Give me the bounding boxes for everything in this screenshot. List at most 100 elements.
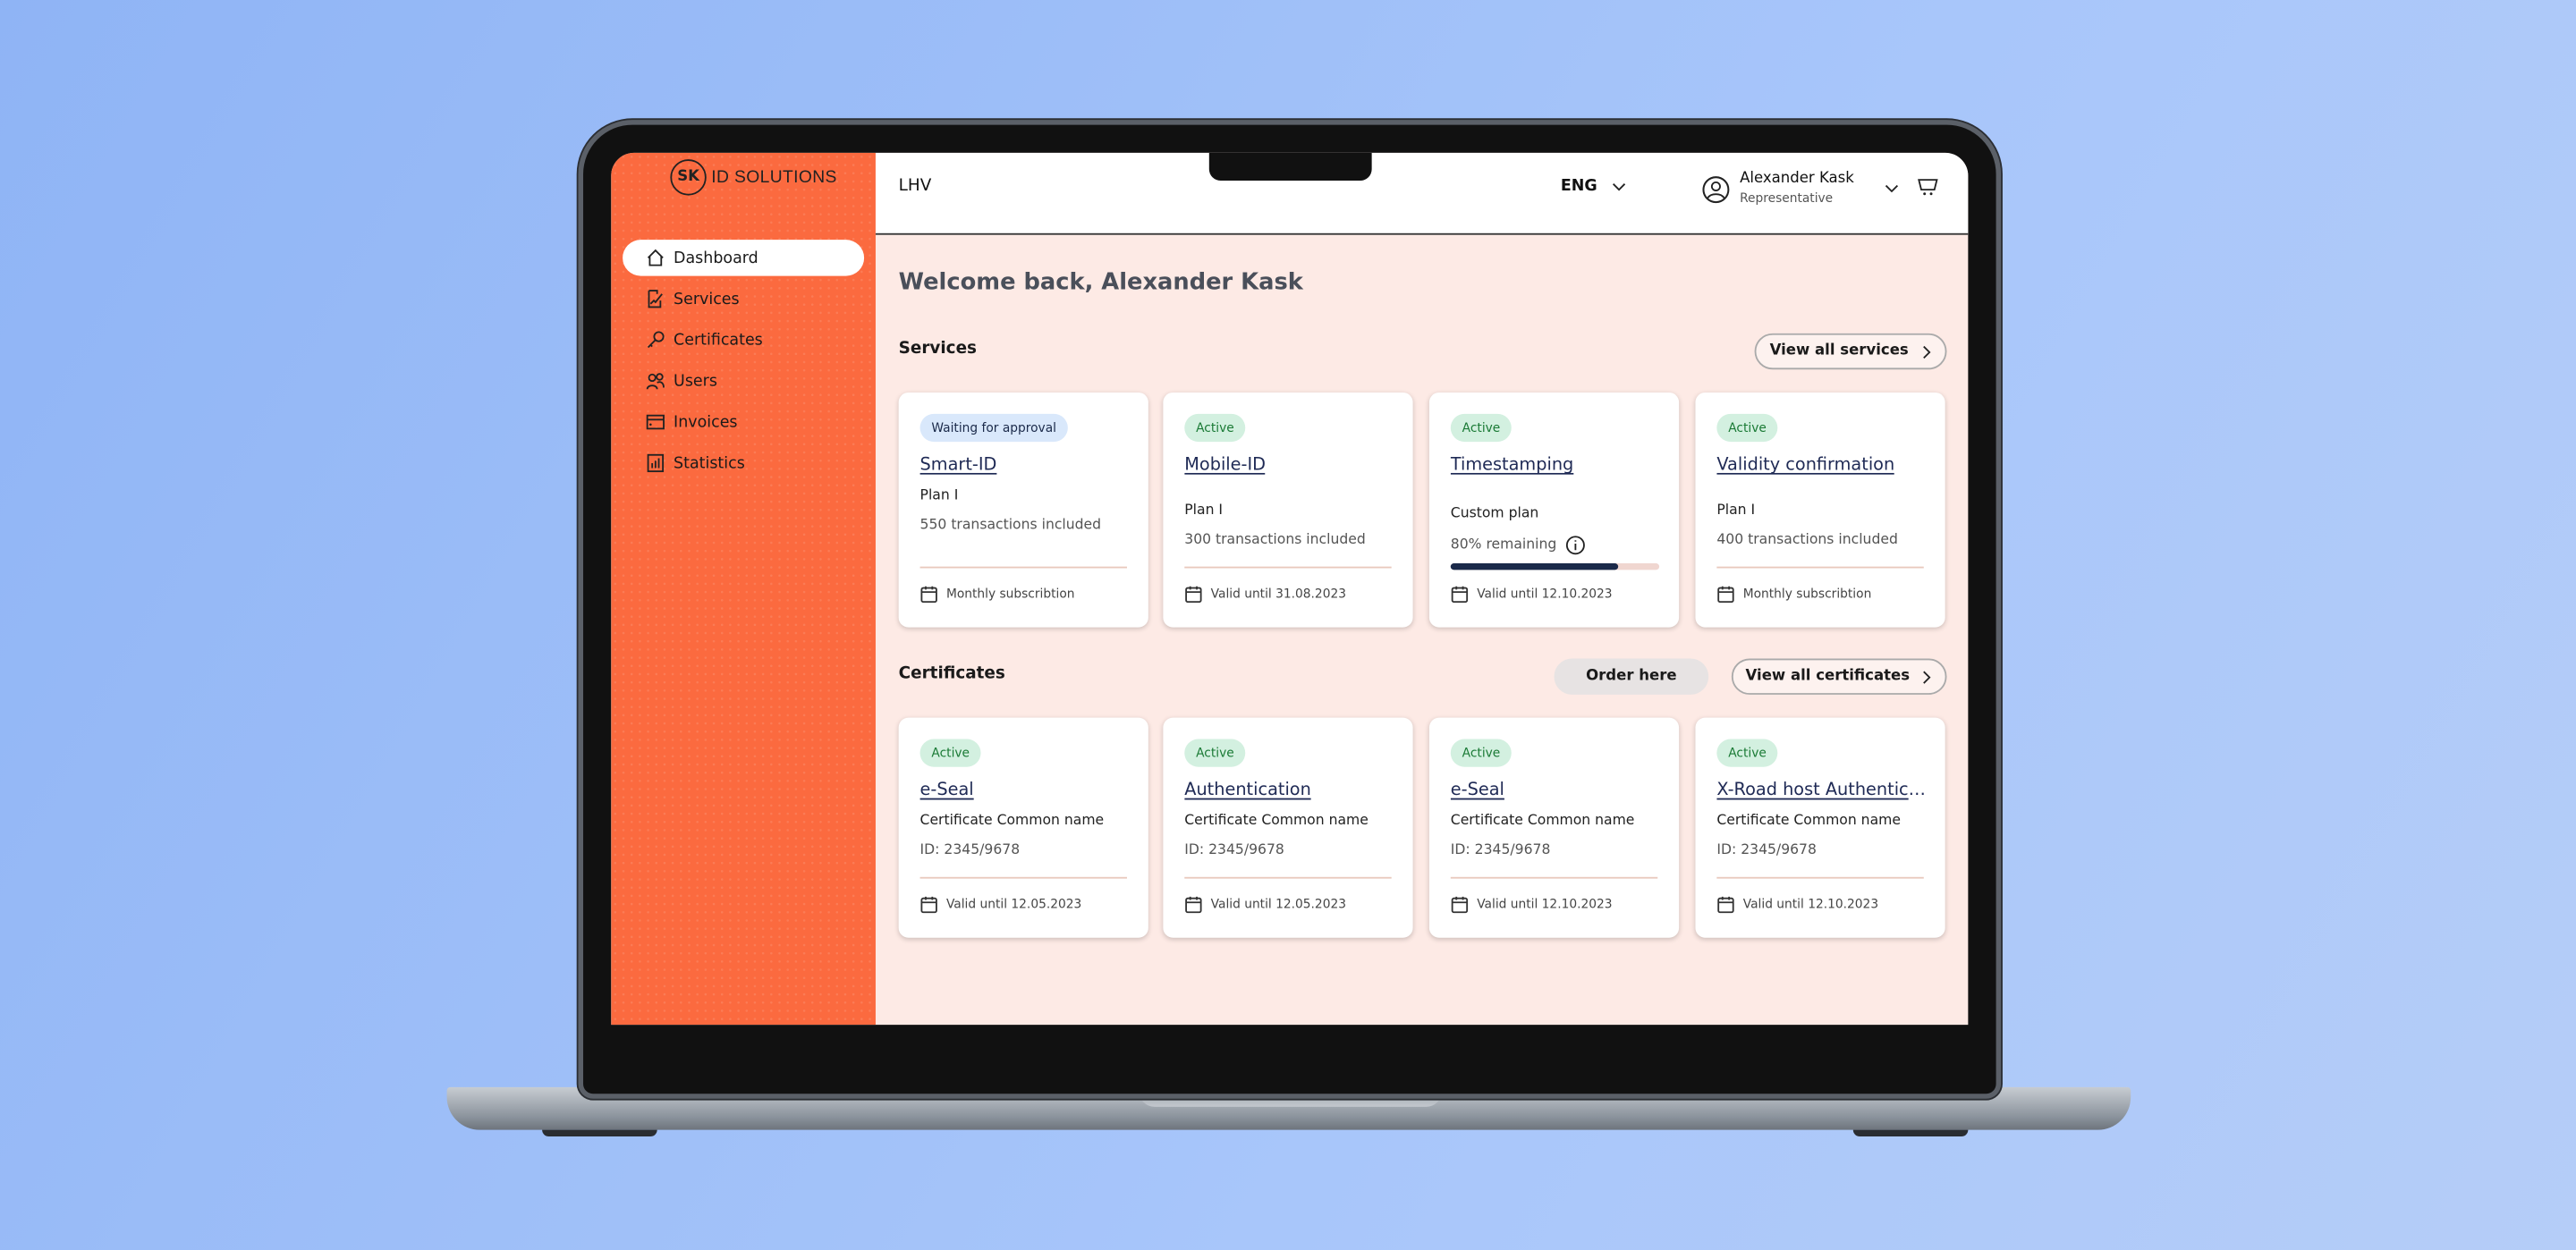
view-all-certificates-label: View all certificates bbox=[1745, 668, 1911, 685]
divider bbox=[1716, 566, 1924, 569]
footer-text: Valid until 12.05.2023 bbox=[1210, 896, 1347, 912]
logo-text: ID SOLUTIONS bbox=[711, 167, 837, 188]
user-menu[interactable]: Alexander Kask Representative bbox=[1702, 169, 1899, 208]
remaining-info: 80% remaining bbox=[1451, 536, 1585, 555]
divider bbox=[1450, 876, 1658, 879]
certificate-card[interactable]: Active e-Seal Certificate Common name ID… bbox=[1428, 717, 1680, 938]
footer-text: Valid until 12.05.2023 bbox=[945, 896, 1082, 912]
camera-notch bbox=[1208, 152, 1372, 182]
certificate-common-name: Certificate Common name bbox=[919, 813, 1105, 830]
language-selector[interactable]: ENG bbox=[1560, 177, 1627, 196]
footer-text: Valid until 12.10.2023 bbox=[1742, 896, 1879, 912]
divider bbox=[919, 566, 1127, 569]
chevron-right-icon bbox=[1922, 344, 1931, 359]
divider bbox=[919, 876, 1127, 879]
view-all-services-button[interactable]: View all services bbox=[1754, 333, 1947, 370]
app-screen: SK ID SOLUTIONS Dashboard Services Certi… bbox=[611, 152, 1969, 1026]
logo[interactable]: SK ID SOLUTIONS bbox=[670, 159, 837, 196]
calendar-icon bbox=[1185, 896, 1202, 914]
cart-icon[interactable] bbox=[1917, 177, 1938, 197]
sidebar: SK ID SOLUTIONS Dashboard Services Certi… bbox=[611, 152, 876, 1026]
service-card[interactable]: Active Validity confirmation Plan I 400 t… bbox=[1695, 392, 1945, 628]
remaining-text: 80% remaining bbox=[1450, 536, 1557, 553]
plan-name: Plan I bbox=[1716, 503, 1756, 519]
user-role: Representative bbox=[1740, 190, 1834, 206]
certificate-id: ID: 2345/9678 bbox=[1716, 842, 1817, 859]
info-icon[interactable] bbox=[1564, 536, 1584, 555]
footer-text: Valid until 31.08.2023 bbox=[1210, 586, 1347, 602]
certificate-card[interactable]: Active Authentication Certificate Common… bbox=[1163, 717, 1413, 938]
chevron-right-icon bbox=[1923, 670, 1932, 683]
status-badge: Active bbox=[1184, 739, 1246, 767]
sidebar-item-invoices[interactable]: Invoices bbox=[623, 404, 864, 440]
card-footer: Valid until 31.08.2023 bbox=[1184, 585, 1347, 604]
chevron-down-icon bbox=[1885, 184, 1898, 193]
certificate-card[interactable]: Active X-Road host Authentication Certif… bbox=[1695, 717, 1945, 938]
service-card[interactable]: Active Timestamping Custom plan 80% rema… bbox=[1428, 392, 1680, 628]
sidebar-item-services[interactable]: Services bbox=[623, 281, 864, 317]
key-icon bbox=[647, 331, 665, 349]
service-title-link[interactable]: Smart-ID bbox=[919, 454, 997, 475]
users-icon bbox=[646, 373, 665, 390]
chevron-down-icon bbox=[1613, 182, 1626, 190]
service-title-link[interactable]: Timestamping bbox=[1450, 454, 1574, 475]
status-badge: Active bbox=[1450, 413, 1513, 443]
sidebar-item-dashboard[interactable]: Dashboard bbox=[623, 240, 865, 276]
services-heading: Services bbox=[898, 340, 977, 359]
card-footer: Valid until 12.05.2023 bbox=[920, 895, 1082, 914]
view-all-certificates-button[interactable]: View all certificates bbox=[1731, 658, 1947, 695]
service-title-link[interactable]: Mobile-ID bbox=[1184, 454, 1267, 475]
sidebar-item-statistics[interactable]: Statistics bbox=[623, 445, 864, 481]
document-signature-icon bbox=[648, 290, 663, 308]
footer-text: Monthly subscribtion bbox=[945, 586, 1075, 602]
sidebar-item-users[interactable]: Users bbox=[623, 363, 864, 399]
certificate-title-link[interactable]: e-Seal bbox=[919, 780, 974, 800]
usage-progress-bar bbox=[1450, 562, 1660, 570]
sidebar-item-label: Dashboard bbox=[674, 249, 758, 267]
sidebar-item-label: Users bbox=[674, 372, 717, 391]
transactions-included: 400 transactions included bbox=[1716, 532, 1898, 549]
certificate-id: ID: 2345/9678 bbox=[1450, 842, 1551, 859]
service-card[interactable]: Active Mobile-ID Plan I 300 transactions … bbox=[1163, 392, 1413, 628]
sidebar-item-label: Certificates bbox=[674, 331, 763, 350]
certificate-title-link[interactable]: e-Seal bbox=[1450, 780, 1504, 800]
sidebar-item-certificates[interactable]: Certificates bbox=[623, 322, 864, 358]
divider bbox=[1716, 876, 1924, 879]
footer-text: Monthly subscribtion bbox=[1742, 586, 1872, 602]
order-here-button[interactable]: Order here bbox=[1554, 658, 1709, 695]
user-name: Alexander Kask bbox=[1740, 171, 1854, 188]
organization-name: LHV bbox=[898, 177, 932, 196]
certificate-title-link[interactable]: Authentication bbox=[1184, 780, 1311, 800]
plan-name: Plan I bbox=[919, 487, 959, 504]
certificate-id: ID: 2345/9678 bbox=[1184, 842, 1284, 859]
calendar-icon bbox=[1451, 896, 1469, 914]
status-badge: Waiting for approval bbox=[919, 413, 1068, 443]
card-footer: Valid until 12.10.2023 bbox=[1451, 585, 1613, 604]
footer-text: Valid until 12.10.2023 bbox=[1477, 586, 1613, 602]
transactions-included: 300 transactions included bbox=[1184, 532, 1366, 549]
certificate-title-link[interactable]: X-Road host Authentication bbox=[1716, 780, 1927, 800]
certificates-heading: Certificates bbox=[898, 664, 1005, 684]
calendar-icon bbox=[1717, 586, 1734, 604]
calendar-icon bbox=[1185, 586, 1202, 604]
card-footer: Valid until 12.10.2023 bbox=[1716, 895, 1879, 914]
home-icon bbox=[647, 249, 664, 266]
status-badge: Active bbox=[1184, 413, 1246, 443]
certificate-common-name: Certificate Common name bbox=[1716, 813, 1901, 830]
plan-name: Custom plan bbox=[1450, 505, 1539, 523]
status-badge: Active bbox=[1716, 739, 1778, 767]
language-value: ENG bbox=[1560, 177, 1597, 196]
sidebar-item-label: Statistics bbox=[674, 453, 745, 473]
order-here-label: Order here bbox=[1586, 668, 1677, 685]
certificate-card[interactable]: Active e-Seal Certificate Common name ID… bbox=[898, 717, 1148, 938]
service-title-link[interactable]: Validity confirmation bbox=[1716, 454, 1895, 475]
calendar-icon bbox=[1717, 896, 1734, 914]
laptop-foot bbox=[542, 1129, 657, 1136]
footer-text: Valid until 12.10.2023 bbox=[1477, 896, 1613, 912]
bar-chart-icon bbox=[647, 453, 665, 473]
card-footer: Monthly subscribtion bbox=[920, 585, 1075, 604]
service-card[interactable]: Waiting for approval Smart-ID Plan I 550 … bbox=[898, 392, 1148, 628]
certificate-common-name: Certificate Common name bbox=[1450, 813, 1635, 830]
divider bbox=[1184, 876, 1392, 879]
